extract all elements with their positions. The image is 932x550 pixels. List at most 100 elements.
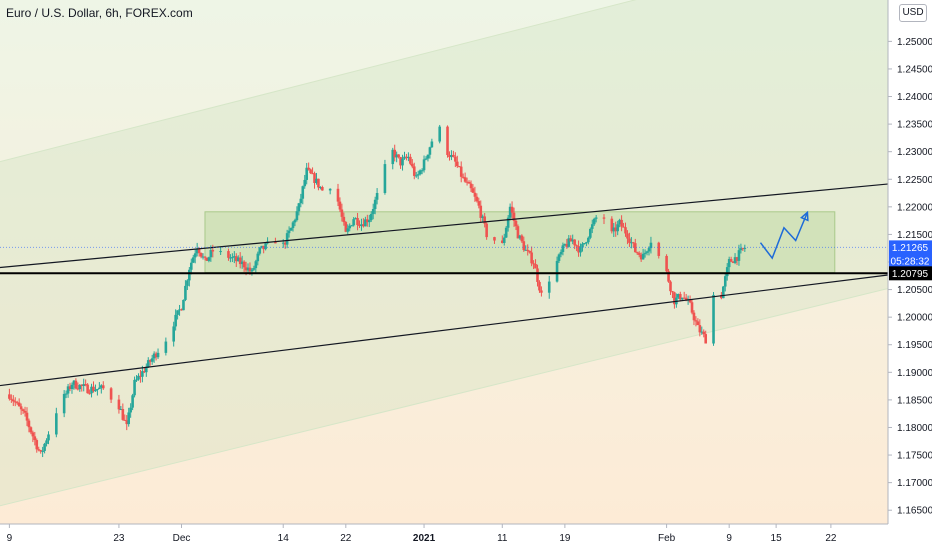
candle-body bbox=[289, 228, 293, 231]
candle-body bbox=[532, 263, 535, 265]
candle-body bbox=[694, 320, 698, 322]
candle-body bbox=[469, 183, 473, 189]
candle-body bbox=[37, 449, 41, 451]
candle-body bbox=[467, 182, 471, 184]
time-scale-background[interactable] bbox=[0, 524, 932, 550]
candlestick-series bbox=[8, 124, 747, 458]
candle-body bbox=[41, 450, 44, 452]
candle-body bbox=[504, 227, 508, 238]
candle-body bbox=[367, 220, 371, 223]
candle-body bbox=[412, 166, 416, 176]
candle-body bbox=[452, 154, 455, 157]
last-price-badge bbox=[889, 240, 932, 271]
candle-body bbox=[483, 216, 486, 224]
candle-body bbox=[109, 388, 113, 400]
candle-body bbox=[234, 256, 238, 262]
candle-body bbox=[577, 246, 580, 253]
time-axis-ticks: 9 23 Dec 14 22 2021 11 19 Feb 9 15 22 bbox=[7, 524, 837, 544]
candle-body bbox=[328, 188, 332, 191]
candle-body bbox=[594, 217, 598, 219]
candle-body bbox=[422, 159, 426, 171]
currency-button[interactable]: USD bbox=[899, 4, 927, 22]
candle-body bbox=[258, 247, 262, 254]
candle-body bbox=[78, 384, 82, 390]
time-tick-label: 14 bbox=[278, 533, 290, 544]
candle-body bbox=[391, 149, 395, 165]
candle-body bbox=[473, 192, 477, 197]
candle-body bbox=[514, 220, 518, 227]
candle-body bbox=[281, 242, 285, 244]
candle-body bbox=[62, 393, 66, 414]
candle-body bbox=[350, 225, 353, 227]
candle-body bbox=[47, 434, 50, 441]
candle-body bbox=[96, 388, 99, 390]
candle-body bbox=[303, 179, 307, 187]
candle-body bbox=[184, 285, 187, 300]
channel-lower-edge bbox=[0, 287, 889, 507]
candle-body bbox=[344, 222, 348, 232]
candle-body bbox=[518, 235, 522, 239]
candle-body bbox=[573, 239, 576, 246]
candle-body bbox=[10, 398, 13, 400]
trend-line-lower[interactable] bbox=[0, 271, 909, 387]
candle-body bbox=[311, 173, 314, 175]
candle-body bbox=[346, 228, 350, 232]
last-price-label: 1.21265 bbox=[892, 243, 929, 254]
candle-body bbox=[534, 263, 537, 269]
candle-body bbox=[146, 360, 150, 367]
candle-body bbox=[33, 436, 37, 441]
price-tick-label: 1.24000 bbox=[897, 92, 932, 103]
price-tick-label: 1.18500 bbox=[897, 395, 932, 406]
candle-body bbox=[471, 188, 475, 193]
candle-body bbox=[145, 366, 148, 373]
candle-body bbox=[205, 257, 209, 261]
candle-body bbox=[137, 375, 140, 380]
candle-body bbox=[246, 267, 250, 271]
candle-body bbox=[688, 299, 692, 303]
candle-body bbox=[620, 219, 623, 227]
candle-body bbox=[88, 393, 91, 395]
candle-body bbox=[13, 401, 17, 403]
candle-body bbox=[233, 256, 236, 258]
candle-body bbox=[17, 402, 21, 407]
candle-body bbox=[506, 217, 510, 228]
candle-body bbox=[94, 389, 97, 392]
channel-upper-edge bbox=[0, 0, 637, 163]
candle-body bbox=[547, 281, 551, 293]
candle-body bbox=[23, 410, 27, 413]
candle-body bbox=[645, 251, 649, 253]
time-tick-label: 19 bbox=[559, 533, 571, 544]
candle-body bbox=[538, 281, 541, 291]
candle-body bbox=[321, 187, 324, 191]
time-tick-label: 23 bbox=[113, 533, 125, 544]
candle-body bbox=[737, 250, 741, 261]
candle-body bbox=[587, 237, 590, 243]
candle-body bbox=[579, 247, 582, 253]
candle-body bbox=[612, 227, 616, 232]
candle-body bbox=[125, 420, 129, 425]
level-price-badge bbox=[889, 266, 932, 281]
support-zone[interactable] bbox=[204, 211, 836, 273]
candle-body bbox=[203, 256, 207, 258]
candle-body bbox=[585, 242, 588, 244]
candle-body bbox=[616, 224, 619, 232]
candle-body bbox=[131, 395, 134, 408]
trend-line-upper[interactable] bbox=[0, 180, 921, 269]
candle-body bbox=[86, 384, 89, 394]
price-tick-label: 1.20500 bbox=[897, 285, 932, 296]
projection-arrow-icon bbox=[800, 210, 809, 222]
time-tick-label: 9 bbox=[726, 533, 732, 544]
candle-body bbox=[342, 216, 346, 223]
projection-path[interactable] bbox=[759, 212, 809, 260]
price-tick-label: 1.24500 bbox=[897, 64, 932, 75]
candle-body bbox=[301, 186, 305, 199]
candle-body bbox=[340, 209, 344, 217]
candle-body bbox=[520, 235, 524, 242]
price-tick-label: 1.22500 bbox=[897, 175, 932, 186]
candle-body bbox=[254, 261, 258, 269]
candle-body bbox=[70, 384, 74, 389]
candle-body bbox=[420, 170, 424, 172]
time-tick-label: 9 bbox=[7, 533, 13, 544]
candle-body bbox=[669, 281, 672, 292]
